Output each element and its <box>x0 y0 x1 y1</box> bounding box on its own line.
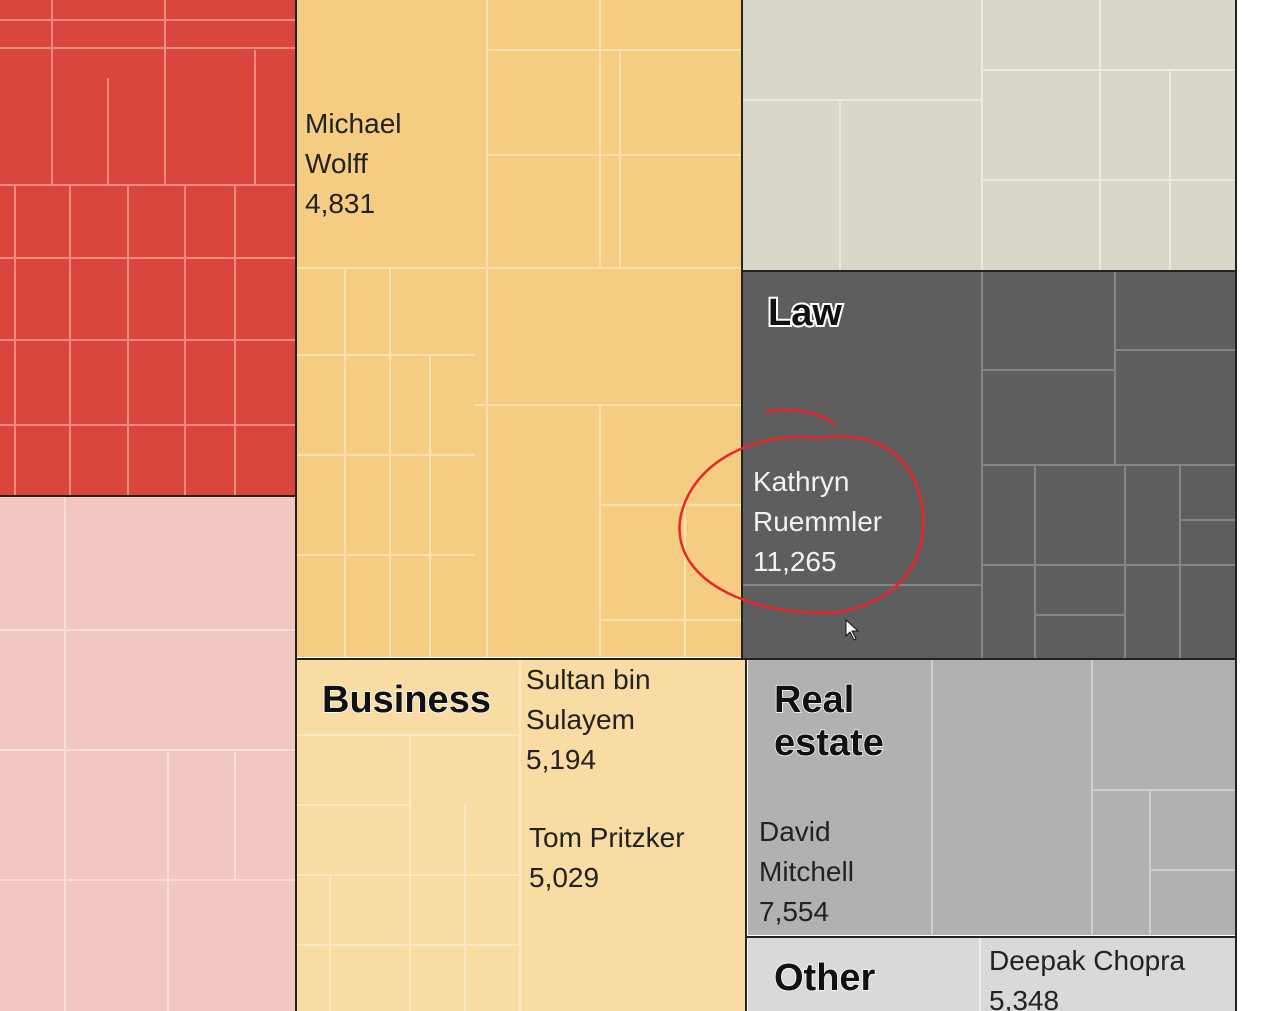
person-name: Deepak Chopra <box>989 945 1186 976</box>
person-name: Mitchell <box>759 856 854 887</box>
media-cells <box>297 0 741 657</box>
person-name: Sulayem <box>526 704 635 735</box>
group-label: Law <box>768 292 842 334</box>
business-cells <box>297 660 521 1011</box>
person-name: Sultan bin <box>526 664 651 695</box>
red-cells <box>0 0 295 495</box>
block-borders <box>0 0 1237 1011</box>
pink-cells <box>0 497 295 1011</box>
group-label: Other <box>774 957 876 999</box>
other-block <box>748 938 1235 1011</box>
person-count: 5,029 <box>529 862 599 893</box>
person-count: 5,348 <box>989 985 1059 1011</box>
law-cells <box>743 272 1235 658</box>
person-count: 7,554 <box>759 896 829 927</box>
person-name: Ruemmler <box>753 506 882 537</box>
person-name: Kathryn <box>753 466 850 497</box>
person-count: 5,194 <box>526 744 596 775</box>
person-name: Michael <box>305 108 401 139</box>
group-label: Business <box>322 679 491 721</box>
person-count: 4,831 <box>305 188 375 219</box>
person-count: 11,265 <box>753 546 837 577</box>
annotation-circle <box>678 408 925 614</box>
red-block <box>0 0 295 495</box>
pink-block <box>0 497 295 1011</box>
mouse-cursor <box>845 618 860 641</box>
group-label: Real <box>774 679 854 721</box>
person-name: Wolff <box>305 148 368 179</box>
media-block <box>297 0 741 657</box>
group-label: estate <box>774 722 884 764</box>
real-estate-cells <box>931 660 1235 935</box>
real-estate-block <box>748 660 1235 935</box>
beige-block <box>743 0 1235 270</box>
person-name: David <box>759 816 831 847</box>
person-name: Tom Pritzker <box>529 822 685 853</box>
beige-cells <box>743 0 1235 270</box>
